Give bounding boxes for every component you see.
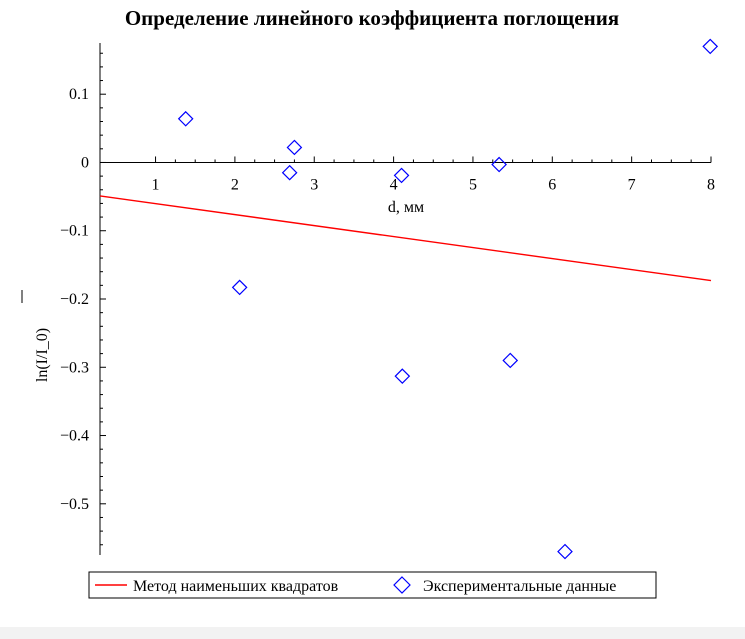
data-point <box>557 543 573 560</box>
y-tick-label: −0.3 <box>60 359 89 376</box>
data-point <box>286 139 303 156</box>
data-point <box>394 368 411 384</box>
data-point <box>502 352 519 369</box>
legend-label-fit: Метод наименьших квадратов <box>133 578 339 595</box>
x-tick-label: 3 <box>310 176 318 193</box>
y-tick-label: −0.4 <box>60 428 89 445</box>
y-axis-label: ln(I/I_0) <box>34 328 51 382</box>
legend: Метод наименьших квадратов Экспериментал… <box>88 571 657 599</box>
series-layer <box>99 38 719 560</box>
data-point <box>177 110 194 127</box>
x-tick-label: 2 <box>231 176 239 193</box>
x-ticks: 1 2 3 4 5 6 7 8 <box>152 156 715 193</box>
data-point <box>231 279 248 296</box>
x-tick-label: 8 <box>707 176 715 193</box>
fit-line <box>99 195 712 282</box>
legend-diamond-swatch <box>393 576 411 594</box>
data-point <box>702 38 719 55</box>
y-tick-label: −0.1 <box>60 223 89 240</box>
x-tick-label: 5 <box>469 176 477 193</box>
x-tick-label: 1 <box>152 176 160 193</box>
data-point <box>281 164 298 181</box>
y-tick-label: 0 <box>81 154 89 171</box>
x-tick-label: 4 <box>390 176 398 193</box>
x-tick-label: 7 <box>628 176 636 193</box>
footer-strip <box>0 627 745 639</box>
y-tick-label: 0.1 <box>69 86 89 103</box>
y-tick-label: −0.2 <box>60 291 89 308</box>
y-tick-label: −0.5 <box>60 496 89 513</box>
x-tick-label: 6 <box>548 176 556 193</box>
chart-title: Определение линейного коэффициента погло… <box>125 6 619 30</box>
data-point <box>491 156 507 173</box>
y-ticks: 0.1 0 −0.1 −0.2 −0.3 −0.4 −0.5 <box>60 52 106 546</box>
legend-box <box>88 571 657 599</box>
legend-label-data: Экспериментальные данные <box>423 578 616 595</box>
data-point <box>393 167 410 184</box>
x-axis-label: d, мм <box>388 199 424 216</box>
